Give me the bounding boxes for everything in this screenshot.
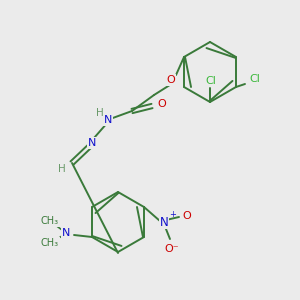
Text: CH₃: CH₃ xyxy=(41,238,59,248)
Text: Cl: Cl xyxy=(250,74,260,84)
Text: O⁻: O⁻ xyxy=(165,244,179,254)
Text: Cl: Cl xyxy=(206,76,216,86)
Text: N: N xyxy=(88,138,96,148)
Text: +: + xyxy=(169,210,176,219)
Text: N: N xyxy=(62,228,70,238)
Text: O: O xyxy=(183,211,191,221)
Text: H: H xyxy=(58,164,66,174)
Text: O: O xyxy=(158,99,166,109)
Text: H: H xyxy=(96,108,104,118)
Text: N: N xyxy=(160,215,168,229)
Text: O: O xyxy=(167,75,176,85)
Text: N: N xyxy=(104,115,112,125)
Text: CH₃: CH₃ xyxy=(41,216,59,226)
